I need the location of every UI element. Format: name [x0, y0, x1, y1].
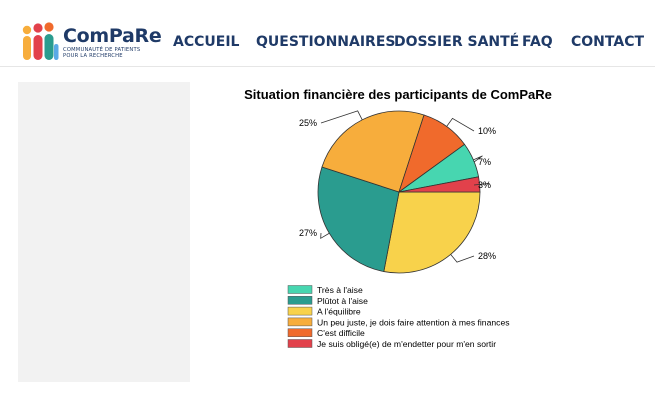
legend-swatch-a-l-equilibre	[287, 306, 313, 316]
nav-item-accueil[interactable]: ACCUEIL	[173, 34, 240, 50]
brand-tagline-line1: COMMUNAUTÉ DE PATIENTS	[63, 47, 141, 53]
legend-label-a-l-equilibre: A l'équilibre	[317, 307, 361, 317]
data-label-tres-a-l-aise: 7%	[478, 157, 491, 167]
data-label-c-est-difficile: 10%	[478, 126, 496, 136]
nav-item-questionnaires[interactable]: QUESTIONNAIRES	[256, 34, 396, 50]
data-label-je-suis-oblige-e-de-m-endetter-pour-m-en: 3%	[478, 180, 491, 190]
brand-tagline-line2: POUR LA RECHERCHE	[63, 53, 123, 60]
pie-slices	[317, 110, 481, 274]
pie-chart: Situation financière des participants de…	[244, 87, 552, 349]
leader-line-a-l-equilibre	[450, 254, 475, 263]
legend-swatch-plutot-a-l-aise	[287, 296, 313, 305]
leader-line-c-est-difficile	[446, 117, 475, 132]
legend-label-tres-a-l-aise: Très à l'aise	[317, 285, 363, 295]
data-label-a-l-equilibre: 28%	[478, 251, 496, 261]
leader-line-tres-a-l-aise	[473, 155, 483, 163]
legend-label-un-peu-juste-je-dois-faire-attention-a-m: Un peu juste, je dois faire attention à …	[317, 317, 510, 327]
legend-swatch-un-peu-juste-je-dois-faire-attention-a-m	[287, 317, 313, 327]
legend-label-c-est-difficile: C'est difficile	[317, 328, 365, 338]
data-label-plutot-a-l-aise: 27%	[299, 228, 317, 238]
chart-panel: Situation financière des participants de…	[190, 82, 655, 382]
nav-item-contact[interactable]: CONTACT	[571, 34, 645, 50]
leader-line-je-suis-oblige-e-de-m-endetter-pour-m-en	[473, 183, 490, 186]
brand-name: ComPaRe	[63, 25, 162, 47]
pie-slice-un-peu-juste-je-dois-faire-attention-a-m	[321, 110, 425, 193]
pie-slice-a-l-equilibre	[383, 191, 481, 274]
brand-tagline: COMMUNAUTÉ DE PATIENTS POUR LA RECHERCHE	[63, 47, 140, 59]
legend-swatch-tres-a-l-aise	[287, 285, 313, 294]
compare-logo-mark-icon	[22, 22, 59, 60]
nav-item-dossier-sante[interactable]: DOSSIER SANTÉ	[394, 34, 520, 50]
legend-label-je-suis-oblige-e-de-m-endetter-pour-m-en: Je suis obligé(e) de m'endetter pour m'e…	[317, 339, 496, 349]
compare-logo[interactable]: ComPaRe COMMUNAUTÉ DE PATIENTS POUR LA R…	[21, 22, 162, 66]
leader-line-un-peu-juste-je-dois-faire-attention-a-m	[320, 110, 363, 124]
legend-label-plutot-a-l-aise: Plûtot à l'aise	[317, 296, 368, 306]
pie-labels: 7% 27% 28% 25% 10% 3%	[299, 110, 496, 263]
legend-swatch-c-est-difficile	[287, 328, 313, 337]
legend-swatch-je-suis-oblige-e-de-m-endetter-pour-m-en	[287, 339, 313, 348]
site-header: ComPaRe COMMUNAUTÉ DE PATIENTS POUR LA R…	[0, 0, 655, 67]
pie-slice-plutot-a-l-aise	[317, 166, 400, 273]
leader-line-plutot-a-l-aise	[320, 232, 330, 240]
data-label-un-peu-juste-je-dois-faire-attention-a-m: 25%	[299, 118, 317, 128]
nav-item-faq[interactable]: FAQ	[522, 34, 553, 50]
chart-title: Situation financière des participants de…	[244, 87, 552, 102]
